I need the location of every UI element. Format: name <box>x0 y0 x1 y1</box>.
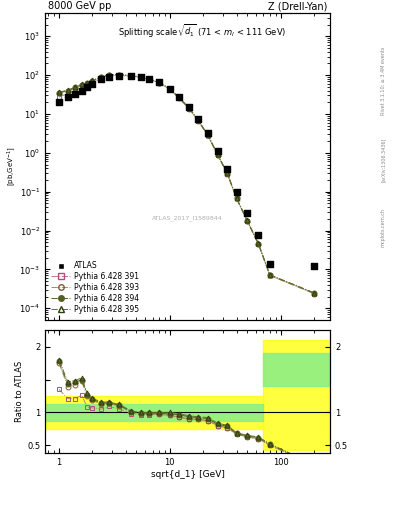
Legend: ATLAS, Pythia 6.428 391, Pythia 6.428 393, Pythia 6.428 394, Pythia 6.428 395: ATLAS, Pythia 6.428 391, Pythia 6.428 39… <box>49 259 141 316</box>
Text: mcplots.cern.ch: mcplots.cern.ch <box>381 208 386 247</box>
Point <box>186 103 193 111</box>
Text: Rivet 3.1.10; ≥ 3.4M events: Rivet 3.1.10; ≥ 3.4M events <box>381 46 386 115</box>
Point <box>175 93 182 101</box>
Text: [arXiv:1306.3436]: [arXiv:1306.3436] <box>381 138 386 182</box>
Point <box>205 129 211 137</box>
Text: Z (Drell-Yan): Z (Drell-Yan) <box>268 1 327 11</box>
Point <box>267 260 273 268</box>
Point <box>255 231 261 240</box>
Point <box>195 115 201 123</box>
Point <box>79 88 85 96</box>
Point <box>65 93 71 101</box>
Point <box>224 165 230 173</box>
Text: 8000 GeV pp: 8000 GeV pp <box>48 1 112 11</box>
Point <box>89 79 95 88</box>
Point <box>98 75 104 83</box>
Text: Splitting scale$\sqrt{d_1}$ (71 < $m_l$ < 111 GeV): Splitting scale$\sqrt{d_1}$ (71 < $m_l$ … <box>118 22 286 39</box>
X-axis label: sqrt{d_1} [GeV]: sqrt{d_1} [GeV] <box>151 470 224 479</box>
Point <box>244 209 250 217</box>
Point <box>56 98 62 106</box>
Point <box>138 73 144 81</box>
Point <box>215 147 221 155</box>
Text: ATLAS_2017_I1589844: ATLAS_2017_I1589844 <box>152 216 223 222</box>
Point <box>128 72 134 80</box>
Y-axis label: d$\sigma$
dsqrt[$d_1^{-1}$]
[pb,GeV$^{-1}$]: d$\sigma$ dsqrt[$d_1^{-1}$] [pb,GeV$^{-1… <box>0 146 18 186</box>
Point <box>84 83 90 92</box>
Point <box>116 72 123 80</box>
Point <box>311 262 317 270</box>
Point <box>167 84 173 93</box>
Point <box>72 90 78 98</box>
Point <box>146 75 152 83</box>
Point <box>105 73 112 81</box>
Y-axis label: Ratio to ATLAS: Ratio to ATLAS <box>15 361 24 422</box>
Point <box>233 187 240 196</box>
Point <box>156 78 162 87</box>
